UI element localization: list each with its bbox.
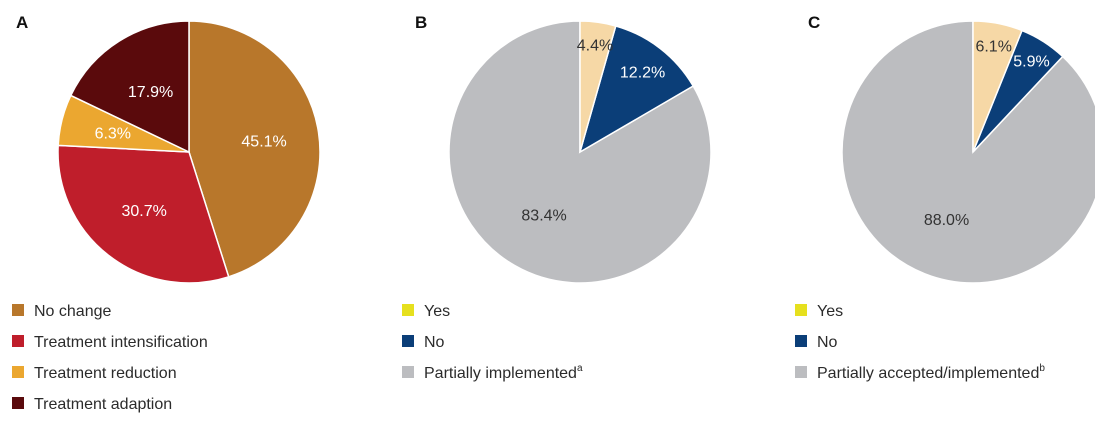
panel-letter-c: C <box>808 13 820 32</box>
pie-b-label-partially-implemented: 83.4% <box>521 208 566 225</box>
legend-c-swatch-yes <box>795 304 807 316</box>
legend-c-label-partially-accepted-implemented: Partially accepted/implementedb <box>817 363 1045 382</box>
pie-b-label-no: 12.2% <box>620 64 665 81</box>
pie-b-slice-no <box>578 25 695 154</box>
legend-c-label-no: No <box>817 334 838 351</box>
legend-a-swatch-treatment-reduction <box>12 366 24 378</box>
legend-a-swatch-treatment-adaption <box>12 397 24 409</box>
pie-b-labels: 83.4% 12.2% 4.4% <box>521 37 665 224</box>
legend-a-swatch-no-change <box>12 304 24 316</box>
legend-b-swatch-no <box>402 335 414 347</box>
legend-b-swatch-partially-implemented <box>402 366 414 378</box>
legend-b-label-partially-implemented: Partially implementeda <box>424 363 583 382</box>
legend-b-label-no: No <box>424 334 445 351</box>
pie-c-label-partially-accepted-implemented: 88.0% <box>924 212 969 229</box>
pie-a-slice-treatment-adaption <box>69 20 190 154</box>
pie-c-label-yes: 6.1% <box>975 38 1011 55</box>
pie-b-slice-yes <box>579 20 617 153</box>
legend-c: Yes No Partially accepted/implementedb <box>795 303 1045 382</box>
legend-c-swatch-partially-accepted-implemented <box>795 366 807 378</box>
legend-b-label-yes: Yes <box>424 303 450 320</box>
legend-b: Yes No Partially implementeda <box>402 303 583 382</box>
pie-b-slices <box>448 20 712 284</box>
pie-a-slice-treatment-intensification <box>57 144 230 284</box>
pie-c-slices <box>841 20 1095 284</box>
pie-c-slice-yes <box>972 20 1023 153</box>
pie-b-label-yes: 4.4% <box>577 37 613 54</box>
pie-a-slice-no-change <box>188 20 321 278</box>
pie-a-label-no-change: 45.1% <box>241 133 286 150</box>
legend-a-swatch-treatment-intensification <box>12 335 24 347</box>
pie-c-labels: 88.0% 5.9%6.1% <box>924 38 1050 229</box>
pie-c-label-no: 5.9% <box>1013 53 1049 70</box>
legend-a: No change Treatment intensification Treatm… <box>12 303 208 413</box>
pie-a-label-treatment-reduction: 6.3% <box>95 126 131 143</box>
legend-b-swatch-yes <box>402 304 414 316</box>
panel-letter-a: A <box>16 13 28 32</box>
pie-a-labels: 45.1% 30.7% 6.3% 17.9% <box>95 84 287 220</box>
pie-a-slices <box>57 20 321 284</box>
legend-a-label-no-change: No change <box>34 303 111 320</box>
legend-c-swatch-no <box>795 335 807 347</box>
legend-a-label-treatment-reduction: Treatment reduction <box>34 365 177 382</box>
panel-c: C 88.0% 5.9%6.1% Yes No Partially accepted/… <box>795 13 1095 382</box>
pie-a-label-treatment-adaption: 17.9% <box>128 84 173 101</box>
legend-a-label-treatment-adaption: Treatment adaption <box>34 396 172 413</box>
pie-a-label-treatment-intensification: 30.7% <box>122 203 167 220</box>
legend-a-label-treatment-intensification: Treatment intensification <box>34 334 208 351</box>
panel-b: B 83.4% 12.2% 4.4% Yes No Partially implemen… <box>402 13 712 382</box>
panel-letter-b: B <box>415 13 427 32</box>
legend-c-label-yes: Yes <box>817 303 843 320</box>
panel-a: A 45.1% 30.7% 6.3% 17.9% No change Treatment… <box>12 13 321 413</box>
pie-c-slice-partially-accepted-implemented <box>841 20 1095 284</box>
